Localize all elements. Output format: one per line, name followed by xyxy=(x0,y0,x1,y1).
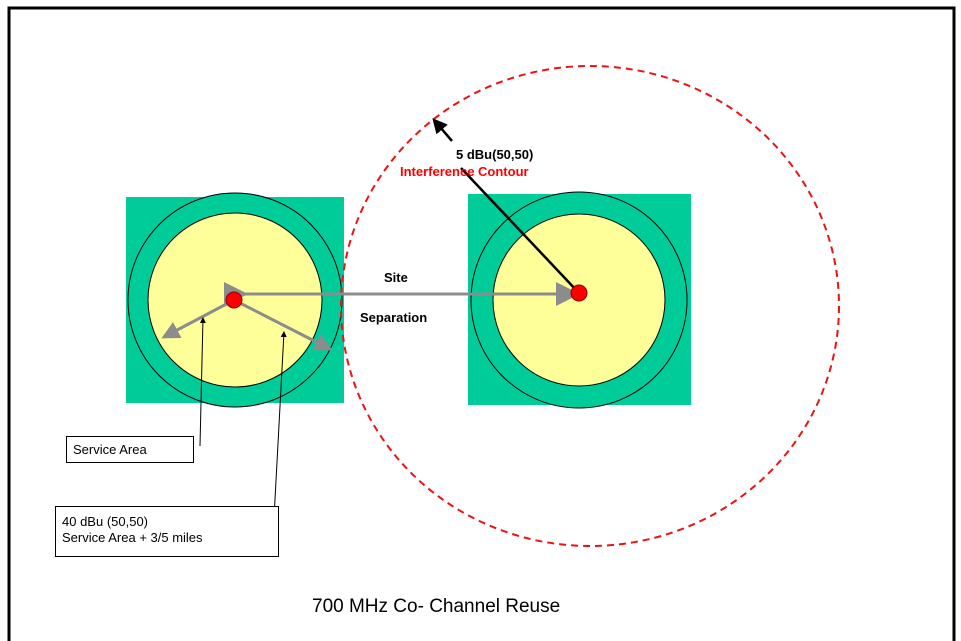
interference-contour xyxy=(340,65,840,547)
interference-radius-line xyxy=(460,167,579,293)
contour-40-leader xyxy=(273,331,287,519)
left-site-dot xyxy=(225,291,243,309)
interference-pointer-arrow xyxy=(432,118,453,142)
right-site-dot xyxy=(570,284,588,302)
interference-value-label: 5 dBu(50,50) xyxy=(456,147,534,162)
contour-radius-arrow xyxy=(233,298,333,351)
separation-label: Separation xyxy=(360,310,428,325)
contour-40-callout: 40 dBu (50,50) Service Area + 3/5 miles xyxy=(55,506,279,557)
service-radius-arrow xyxy=(161,298,235,339)
service-area-leader xyxy=(199,317,206,447)
site-label: Site xyxy=(384,270,408,285)
service-area-text: Service Area xyxy=(73,442,147,457)
interference-name-label: Interference Contour xyxy=(400,164,529,179)
contour-40-line1: 40 dBu (50,50) xyxy=(62,514,149,529)
contour-40-line2: Service Area + 3/5 miles xyxy=(62,530,203,545)
service-area-callout: Service Area xyxy=(66,436,194,463)
diagram-caption: 700 MHz Co- Channel Reuse xyxy=(312,596,561,617)
